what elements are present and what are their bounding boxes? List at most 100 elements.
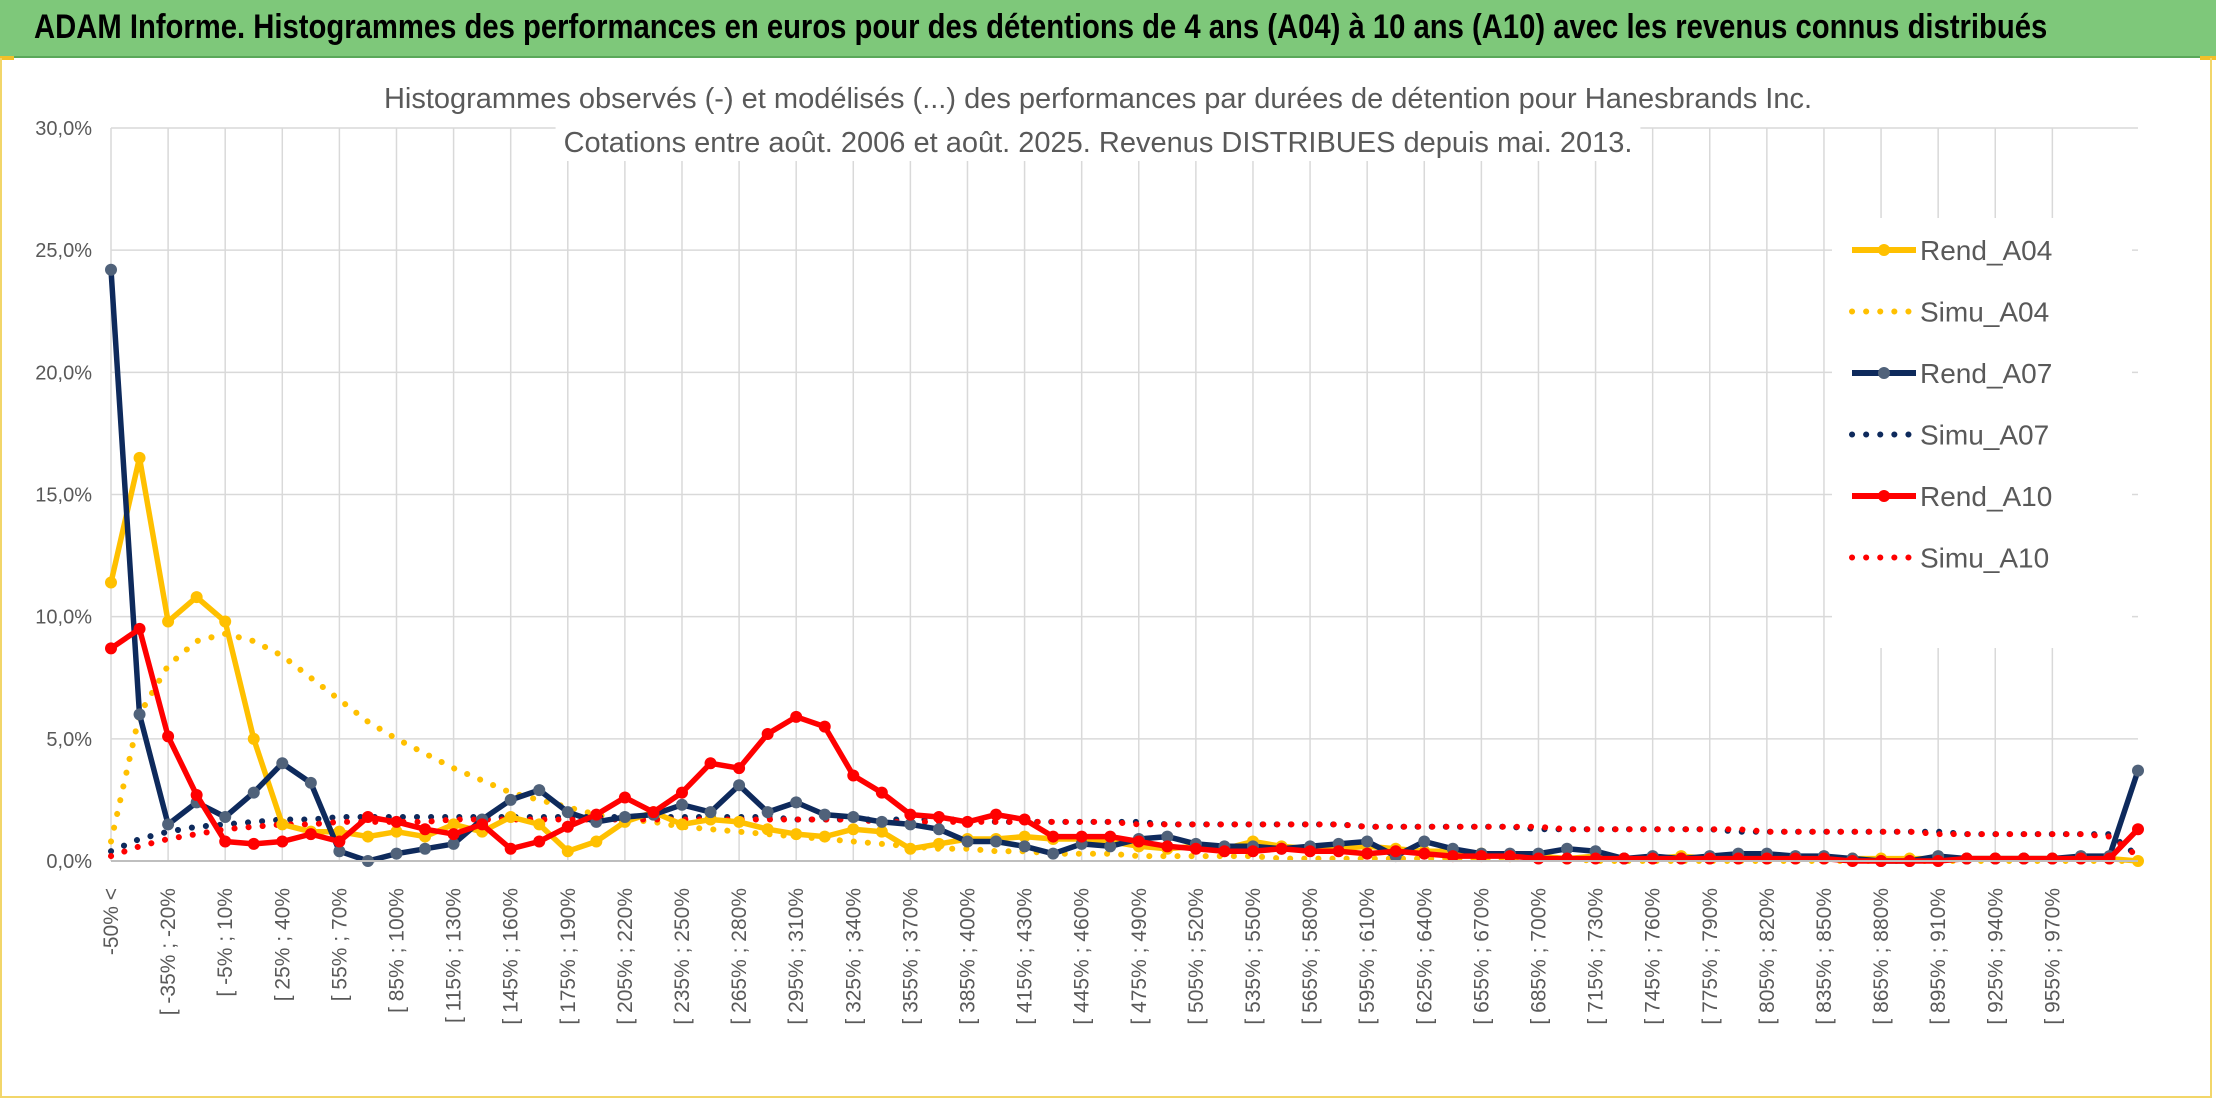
x-tick-label: [ 235% ; 250%: [671, 888, 694, 1025]
data-point-rend_a10: [1304, 845, 1317, 858]
y-tick-label: 5,0%: [46, 729, 92, 751]
data-point-rend_a10: [304, 828, 317, 841]
data-point-rend_a10: [390, 815, 403, 828]
data-point-rend_a10: [932, 811, 945, 824]
x-tick-label: [ 505% ; 520%: [1185, 888, 1208, 1025]
data-point-rend_a10: [1817, 852, 1830, 865]
data-point-rend_a07: [390, 847, 403, 860]
x-tick-label: [ 955% ; 970%: [2041, 888, 2064, 1025]
data-point-rend_a04: [1018, 830, 1031, 843]
data-point-rend_a07: [1361, 835, 1374, 848]
data-point-rend_a10: [590, 808, 603, 821]
data-point-rend_a07: [818, 808, 831, 821]
x-tick-label: [ 415% ; 430%: [1014, 888, 1037, 1025]
x-tick-label: [ 445% ; 460%: [1071, 888, 1094, 1025]
data-point-rend_a10: [904, 808, 917, 821]
chart-title-block: Histogrammes observés (-) et modélisés (…: [375, 81, 1821, 161]
data-point-rend_a07: [504, 793, 517, 806]
legend-marker: [1878, 367, 1890, 379]
y-tick-label: 20,0%: [35, 362, 92, 384]
data-point-rend_a07: [733, 779, 746, 792]
data-point-rend_a10: [1703, 852, 1716, 865]
data-point-rend_a10: [1532, 852, 1545, 865]
data-point-rend_a10: [1104, 830, 1117, 843]
corner-mark-right: [2200, 56, 2216, 60]
data-point-rend_a04: [790, 828, 803, 841]
legend-label: Simu_A07: [1920, 420, 2049, 451]
legend-marker: [1878, 490, 1890, 502]
x-tick-label: [ 55% ; 70%: [328, 888, 351, 1001]
data-point-rend_a07: [875, 815, 888, 828]
x-tick-label: [ 745% ; 760%: [1642, 888, 1665, 1025]
chart-title-backdrop: [555, 125, 1641, 161]
data-point-rend_a10: [875, 786, 888, 799]
corner-mark-left: [0, 56, 14, 60]
axis-layer: 0,0% 5,0% 10,0% 15,0% 20,0% 25,0% 30,0% -50% < […: [35, 118, 2138, 1025]
data-point-rend_a04: [133, 451, 146, 464]
data-point-rend_a04: [761, 823, 774, 836]
data-point-rend_a10: [1361, 847, 1374, 860]
data-point-rend_a10: [704, 757, 717, 770]
legend-label: Rend_A07: [1920, 358, 2052, 389]
data-point-rend_a04: [390, 825, 403, 838]
x-tick-label: [ 595% ; 610%: [1356, 888, 1379, 1025]
data-point-rend_a04: [333, 825, 346, 838]
data-point-rend_a10: [1389, 845, 1402, 858]
data-point-rend_a07: [304, 776, 317, 789]
data-point-rend_a10: [675, 786, 688, 799]
data-point-rend_a07: [1561, 842, 1574, 855]
data-point-rend_a04: [847, 823, 860, 836]
x-tick-label: [ 115% ; 130%: [443, 888, 466, 1023]
data-point-rend_a04: [561, 845, 574, 858]
data-point-rend_a10: [162, 730, 175, 743]
x-tick-label: [ 175% ; 190%: [557, 888, 580, 1025]
data-point-rend_a10: [1218, 845, 1231, 858]
data-point-rend_a10: [1789, 852, 1802, 865]
report-banner: ADAM Informe. Histogrammes des performan…: [0, 0, 2216, 58]
x-tick-label: [ 325% ; 340%: [842, 888, 865, 1025]
data-point-rend_a10: [1475, 850, 1488, 863]
data-point-rend_a07: [1161, 830, 1174, 843]
x-tick-label: [ 355% ; 370%: [899, 888, 922, 1025]
y-tick-label: 25,0%: [35, 240, 92, 262]
data-point-rend_a10: [990, 808, 1003, 821]
data-point-rend_a07: [990, 835, 1003, 848]
data-point-rend_a10: [1646, 852, 1659, 865]
data-point-rend_a04: [276, 818, 289, 831]
data-point-rend_a07: [1104, 840, 1117, 853]
performance-histogram-chart: 0,0% 5,0% 10,0% 15,0% 20,0% 25,0% 30,0% -50% < […: [35, 81, 2144, 1025]
x-tick-label: [ 475% ; 490%: [1128, 888, 1151, 1025]
x-tick-label: [ 625% ; 640%: [1413, 888, 1436, 1025]
data-point-rend_a10: [1503, 850, 1516, 863]
data-point-rend_a07: [618, 811, 631, 824]
x-tick-label: [ 85% ; 100%: [385, 888, 408, 1013]
data-point-rend_a07: [133, 708, 146, 721]
data-point-rend_a10: [361, 811, 374, 824]
data-point-rend_a10: [533, 835, 546, 848]
data-point-rend_a10: [561, 820, 574, 833]
data-point-rend_a10: [419, 823, 432, 836]
data-point-rend_a10: [2103, 852, 2116, 865]
data-point-rend_a10: [1418, 847, 1431, 860]
data-point-rend_a10: [1760, 852, 1773, 865]
data-point-rend_a10: [133, 622, 146, 635]
data-point-rend_a07: [333, 845, 346, 858]
data-point-rend_a07: [675, 798, 688, 811]
data-point-rend_a04: [904, 842, 917, 855]
data-point-rend_a10: [1589, 852, 1602, 865]
data-point-rend_a10: [647, 806, 660, 819]
data-point-rend_a10: [1047, 830, 1060, 843]
data-point-rend_a10: [1161, 840, 1174, 853]
data-point-rend_a10: [818, 720, 831, 733]
data-point-rend_a04: [247, 732, 260, 745]
data-point-rend_a07: [247, 786, 260, 799]
data-point-rend_a07: [1418, 835, 1431, 848]
x-tick-label: [ 895% ; 910%: [1927, 888, 1950, 1025]
data-point-rend_a04: [675, 818, 688, 831]
data-point-rend_a10: [1675, 852, 1688, 865]
x-tick-label: [ -5% ; 10%: [214, 888, 237, 997]
data-point-rend_a10: [1018, 813, 1031, 826]
data-point-rend_a10: [847, 769, 860, 782]
data-point-rend_a10: [333, 835, 346, 848]
data-point-rend_a04: [361, 830, 374, 843]
